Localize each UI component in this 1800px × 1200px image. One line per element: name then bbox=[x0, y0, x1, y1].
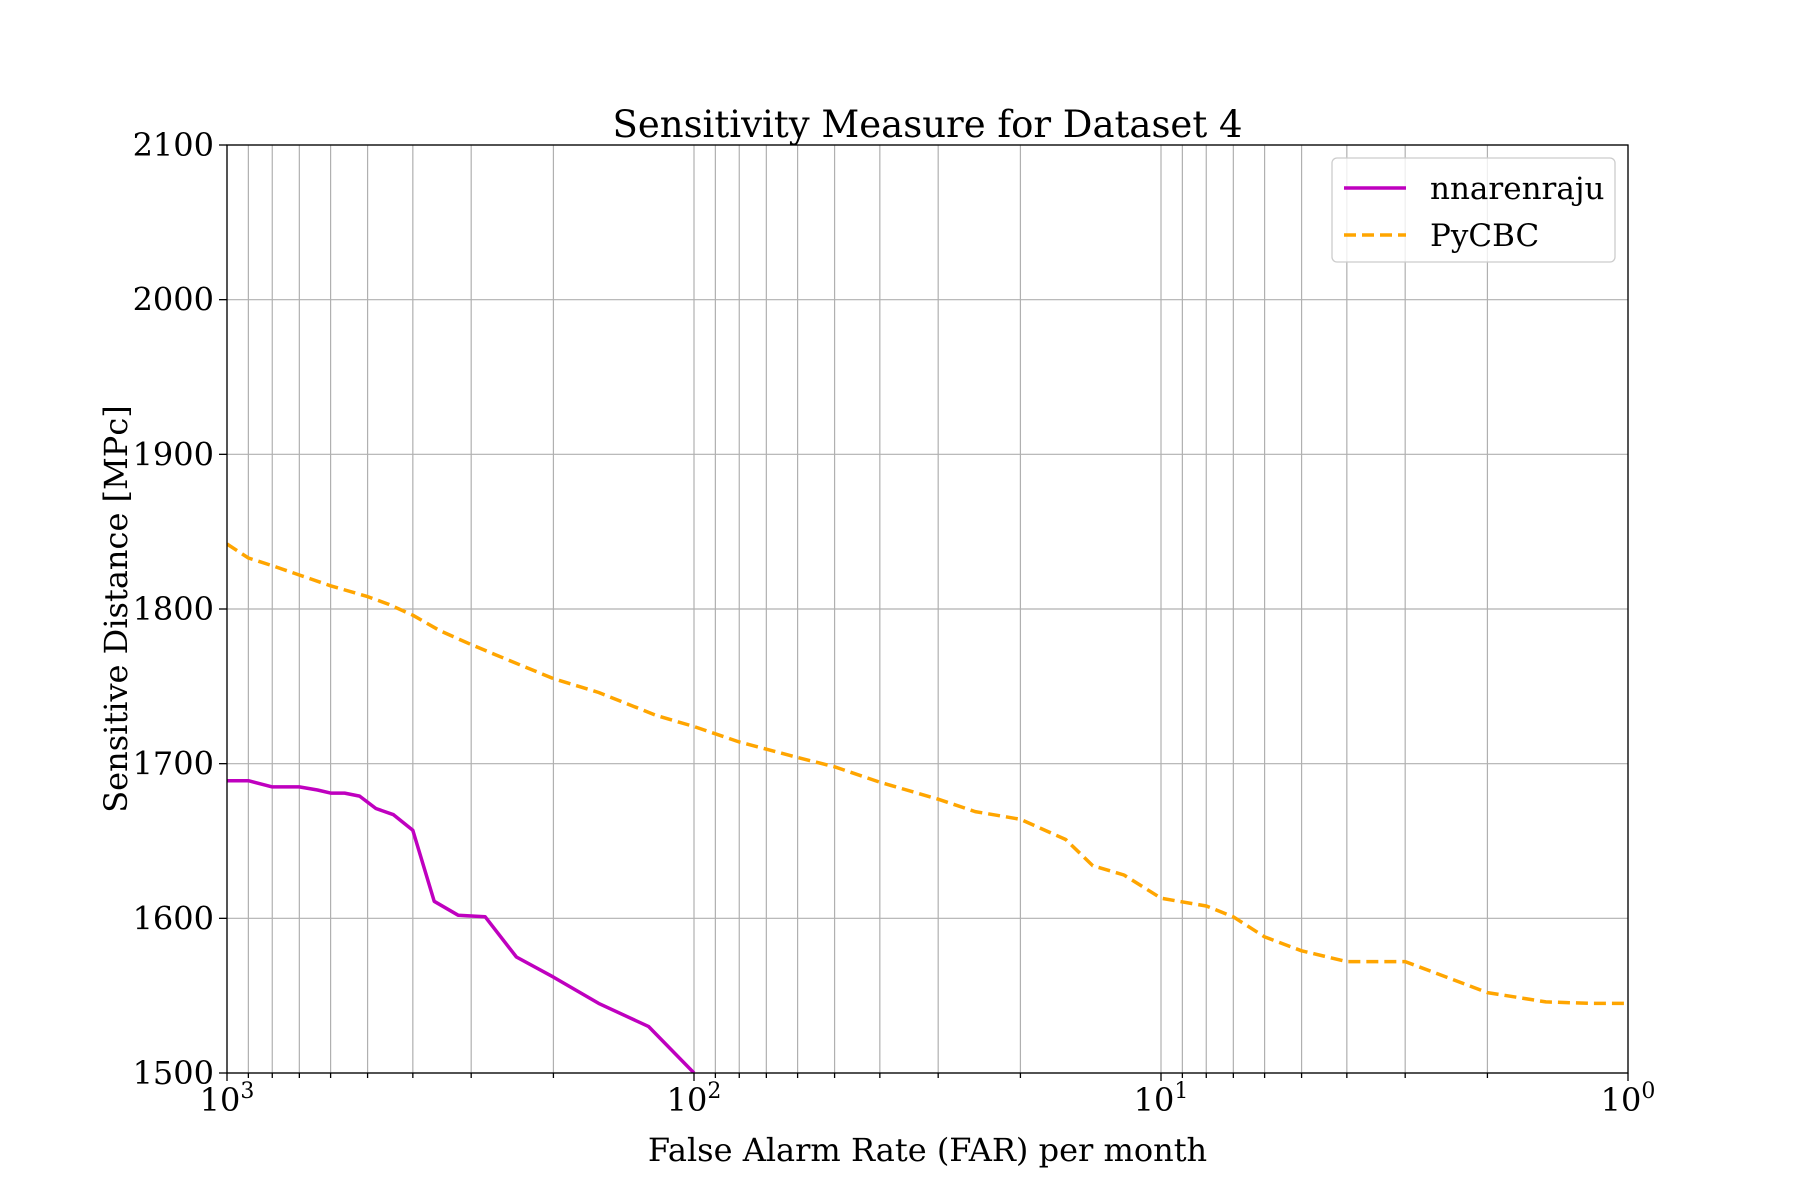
y-tick-label: 1500 bbox=[133, 1054, 214, 1092]
x-tick-exponent: 1 bbox=[1174, 1079, 1188, 1104]
x-tick-label: 101 bbox=[1134, 1079, 1189, 1119]
y-tick-label: 1900 bbox=[133, 435, 214, 473]
legend-label-pycbc: PyCBC bbox=[1430, 218, 1539, 254]
x-tick-base: 10 bbox=[1134, 1081, 1175, 1119]
y-tick-label: 1700 bbox=[133, 745, 214, 783]
x-tick-exponent: 0 bbox=[1641, 1079, 1655, 1104]
x-tick-base: 10 bbox=[667, 1081, 708, 1119]
x-tick-exponent: 3 bbox=[240, 1079, 254, 1104]
y-tick-label: 1800 bbox=[133, 590, 214, 628]
chart-title: Sensitivity Measure for Dataset 4 bbox=[613, 103, 1243, 146]
x-tick-label: 103 bbox=[200, 1079, 255, 1119]
x-tick-base: 10 bbox=[200, 1081, 241, 1119]
y-tick-label: 2100 bbox=[133, 126, 214, 164]
legend-label-nnarenraju: nnarenraju bbox=[1430, 171, 1604, 207]
y-tick-label: 2000 bbox=[133, 281, 214, 319]
x-tick-label: 100 bbox=[1601, 1079, 1656, 1119]
y-axis-label: Sensitive Distance [MPc] bbox=[97, 405, 135, 812]
x-tick-exponent: 2 bbox=[707, 1079, 721, 1104]
x-tick-label: 102 bbox=[667, 1079, 722, 1119]
series-line-nnarenraju bbox=[227, 778, 696, 1073]
x-tick-base: 10 bbox=[1601, 1081, 1642, 1119]
legend: nnarenraju PyCBC bbox=[1331, 157, 1616, 263]
plot-series bbox=[227, 542, 1628, 1073]
x-axis-label: False Alarm Rate (FAR) per month bbox=[648, 1131, 1207, 1169]
y-tick-label: 1600 bbox=[133, 899, 214, 937]
series-line-pycbc bbox=[227, 542, 1628, 1006]
